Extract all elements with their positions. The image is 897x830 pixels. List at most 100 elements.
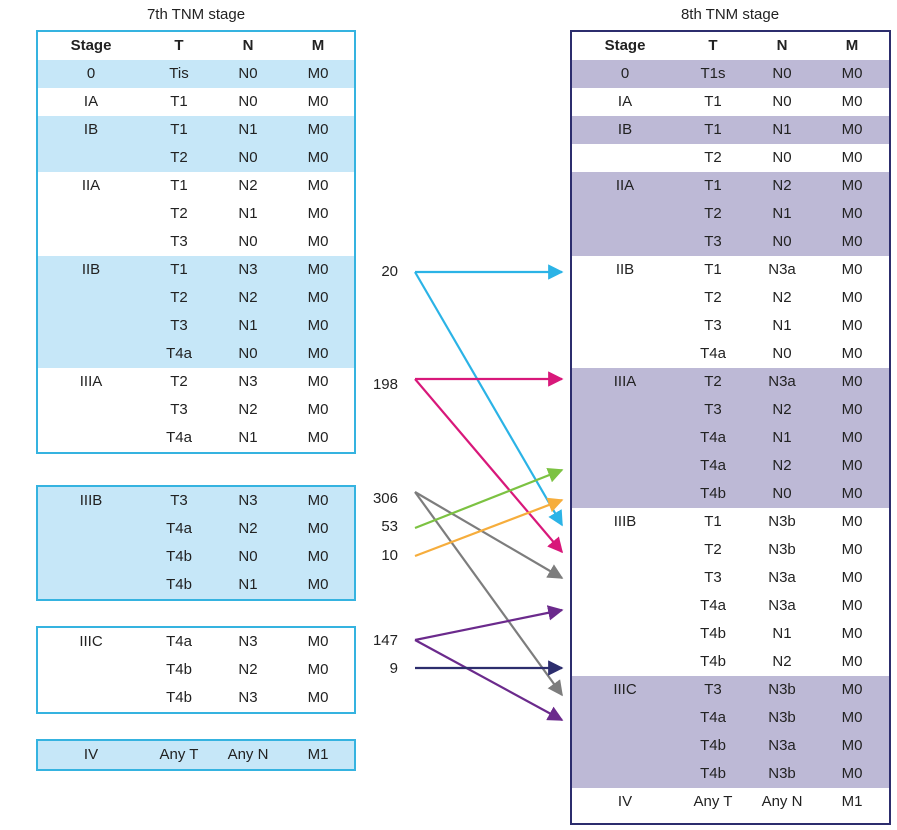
n-cell: N2 <box>772 289 792 306</box>
m-cell: M0 <box>841 569 863 586</box>
header-t: T <box>174 37 184 54</box>
m-cell: M0 <box>307 233 329 250</box>
table-row: IIIC T4a N3 M0 <box>38 628 354 656</box>
n-cell: N0 <box>772 65 792 82</box>
m-cell: M0 <box>307 548 329 565</box>
n-cell: N3 <box>238 492 258 509</box>
m-cell: M1 <box>841 793 863 810</box>
stage-cell: IA <box>617 93 633 110</box>
m-cell: M0 <box>841 625 863 642</box>
m-cell: M0 <box>841 149 863 166</box>
table-row: T4b N3 M0 <box>38 684 354 712</box>
m-cell: M0 <box>307 261 329 278</box>
arrow-20-to-iiib <box>414 271 563 527</box>
n-cell: N0 <box>772 345 792 362</box>
stage-cell: IIIB <box>79 492 103 509</box>
n-cell: N1 <box>238 317 258 334</box>
patient-count: 147 <box>372 632 398 649</box>
table-row: IIIA T2 N3a M0 <box>572 368 889 396</box>
t-cell: T2 <box>704 289 722 306</box>
t-cell: T4b <box>166 548 192 565</box>
table-row: T2 N1 M0 <box>38 200 354 228</box>
n-cell: N3b <box>768 765 796 782</box>
m-cell: M0 <box>841 457 863 474</box>
arrow-306-to-iiib <box>414 491 564 579</box>
m-cell: M0 <box>307 373 329 390</box>
m-cell: M0 <box>841 737 863 754</box>
m-cell: M0 <box>841 653 863 670</box>
table-row: 0 Tis N0 M0 <box>38 60 354 88</box>
t-cell: Tis <box>169 65 189 82</box>
header-t: T <box>708 37 718 54</box>
m-cell: M0 <box>841 289 863 306</box>
n-cell: N0 <box>772 93 792 110</box>
table-row: IV Any T Any N M1 <box>38 741 354 769</box>
table-row: T3 N2 M0 <box>38 396 354 424</box>
header-n: N <box>776 37 788 54</box>
n-cell: N3 <box>238 261 258 278</box>
m-cell: M0 <box>841 429 863 446</box>
n-cell: N1 <box>772 121 792 138</box>
t-cell: T2 <box>170 205 188 222</box>
t-cell: T2 <box>704 541 722 558</box>
header-m: M <box>311 37 325 54</box>
table-row: IIIC T3 N3b M0 <box>572 676 889 704</box>
t-cell: T4a <box>700 345 726 362</box>
m-cell: M0 <box>841 261 863 278</box>
stage-cell: IIA <box>615 177 635 194</box>
t-cell: T2 <box>170 149 188 166</box>
table-row: T3 N2 M0 <box>572 396 889 424</box>
table-row: T4b N1 M0 <box>38 571 354 599</box>
stage-cell: IIA <box>81 177 101 194</box>
table-row: T4a N2 M0 <box>572 452 889 480</box>
m-cell: M0 <box>307 65 329 82</box>
m-cell: M0 <box>841 205 863 222</box>
table-row: IIA T1 N2 M0 <box>38 172 354 200</box>
n-cell: N1 <box>238 205 258 222</box>
m-cell: M0 <box>307 520 329 537</box>
patient-count: 20 <box>381 263 398 280</box>
m-cell: M0 <box>307 345 329 362</box>
m-cell: M0 <box>841 65 863 82</box>
t-cell: T2 <box>704 149 722 166</box>
n-cell: N0 <box>238 149 258 166</box>
t-cell: T1 <box>170 121 188 138</box>
n-cell: N2 <box>238 401 258 418</box>
table-7th-group-4: IV Any T Any N M1 <box>36 739 356 771</box>
patient-count: 198 <box>372 376 398 393</box>
table-row: T4a N0 M0 <box>572 340 889 368</box>
n-cell: N0 <box>238 548 258 565</box>
t-cell: T4a <box>700 429 726 446</box>
n-cell: N0 <box>772 485 792 502</box>
m-cell: M0 <box>307 401 329 418</box>
stage-cell: IB <box>83 121 99 138</box>
n-cell: N2 <box>772 653 792 670</box>
header-row: Stage T N M <box>572 32 889 60</box>
table-row: T4b N3a M0 <box>572 732 889 760</box>
t-cell: T1 <box>704 121 722 138</box>
n-cell: N1 <box>238 429 258 446</box>
table-8th: Stage T N M 0 T1s N0 M0 IA T1 N0 M0 IB T1 N1 M0 T2 N0 M0 II… <box>570 30 891 825</box>
m-cell: M0 <box>841 681 863 698</box>
m-cell: M0 <box>841 345 863 362</box>
table-row: T4a N2 M0 <box>38 515 354 543</box>
patient-count: 9 <box>389 660 398 677</box>
m-cell: M0 <box>307 317 329 334</box>
n-cell: N3 <box>238 633 258 650</box>
n-cell: N3 <box>238 373 258 390</box>
stage-cell: 0 <box>86 65 96 82</box>
n-cell: N0 <box>238 233 258 250</box>
t-cell: T3 <box>170 492 188 509</box>
n-cell: N1 <box>772 205 792 222</box>
table-row: T4b N0 M0 <box>572 480 889 508</box>
m-cell: M0 <box>841 765 863 782</box>
t-cell: T4b <box>166 689 192 706</box>
m-cell: M0 <box>841 233 863 250</box>
table-row: T4b N0 M0 <box>38 543 354 571</box>
stage-cell: IIIA <box>79 373 103 390</box>
t-cell: T3 <box>170 401 188 418</box>
table-row: T2 N1 M0 <box>572 200 889 228</box>
table-row: T3 N0 M0 <box>38 228 354 256</box>
m-cell: M0 <box>307 429 329 446</box>
table-row: T3 N0 M0 <box>572 228 889 256</box>
